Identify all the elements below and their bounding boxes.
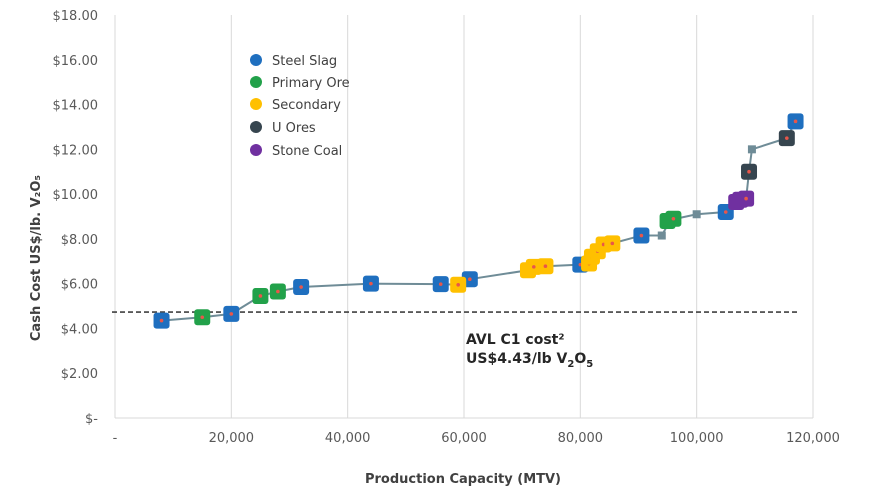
data-point-center-dot bbox=[456, 282, 460, 287]
curve-small-marker bbox=[692, 210, 701, 219]
legend-label-steel-slag: Steel Slag bbox=[272, 54, 337, 69]
data-point-center-dot bbox=[229, 312, 234, 316]
x-axis-ticks: - 20,000 40,000 60,000 80,000 100,000 120,000 bbox=[113, 431, 840, 446]
annotation-sub-2: 5 bbox=[586, 359, 593, 370]
legend: Steel Slag Primary Ore Secondary U Ores … bbox=[250, 54, 350, 159]
legend-marker-secondary bbox=[250, 98, 262, 110]
curve-small-marker bbox=[747, 145, 756, 154]
y-tick-label: $12.00 bbox=[53, 143, 99, 158]
legend-label-primary-ore: Primary Ore bbox=[272, 76, 350, 91]
data-point-center-dot bbox=[258, 294, 263, 298]
x-tick-label: 120,000 bbox=[786, 431, 840, 446]
y-tick-label: $4.00 bbox=[61, 322, 98, 337]
data-point-center-dot bbox=[200, 315, 205, 320]
x-tick-label: 40,000 bbox=[325, 431, 371, 446]
annotation-prefix: US$4.43/lb V bbox=[466, 351, 568, 367]
legend-label-stone-coal: Stone Coal bbox=[272, 144, 342, 159]
data-point-center-dot bbox=[159, 318, 164, 323]
y-axis-ticks: $- $2.00 $4.00 $6.00 $8.00 $10.00 $12.00 $14.00… bbox=[53, 9, 99, 427]
annotation-line-2: US$4.43/lb V2O5 bbox=[466, 351, 593, 370]
legend-marker-stone-coal bbox=[250, 144, 262, 156]
y-tick-label: $16.00 bbox=[53, 54, 99, 69]
data-point-center-dot bbox=[299, 285, 303, 289]
data-point-center-dot bbox=[369, 281, 373, 286]
y-tick-label: $14.00 bbox=[53, 99, 99, 114]
y-axis-title: Cash Cost US$/lb. V₂O₅ bbox=[29, 175, 44, 341]
data-point-center-dot bbox=[532, 265, 536, 269]
data-point-center-dot bbox=[438, 282, 443, 286]
data-point-center-dot bbox=[744, 196, 748, 201]
annotation-line-1: AVL C1 cost² bbox=[466, 332, 564, 348]
y-tick-label: $2.00 bbox=[61, 367, 98, 382]
curve-small-marker bbox=[657, 231, 666, 240]
data-point-center-dot bbox=[793, 119, 798, 124]
data-point-center-dot bbox=[723, 210, 728, 214]
y-tick-label: $6.00 bbox=[61, 278, 98, 293]
legend-marker-primary-ore bbox=[250, 76, 262, 88]
legend-label-u-ores: U Ores bbox=[272, 121, 316, 136]
gridlines bbox=[114, 15, 814, 419]
x-tick-label: - bbox=[113, 431, 118, 446]
x-axis-title: Production Capacity (MTV) bbox=[365, 472, 561, 487]
legend-item-secondary: Secondary bbox=[250, 98, 341, 113]
annotation-mid: O bbox=[574, 351, 586, 367]
y-tick-label: $- bbox=[85, 412, 98, 427]
legend-marker-u-ores bbox=[250, 121, 262, 133]
y-tick-label: $8.00 bbox=[61, 233, 98, 248]
x-tick-label: 20,000 bbox=[209, 431, 255, 446]
legend-item-u-ores: U Ores bbox=[250, 121, 316, 136]
data-points bbox=[153, 113, 804, 329]
y-tick-label: $18.00 bbox=[53, 9, 99, 24]
data-point-center-dot bbox=[610, 241, 615, 246]
legend-marker-steel-slag bbox=[250, 54, 262, 66]
x-tick-label: 100,000 bbox=[670, 431, 724, 446]
data-point-center-dot bbox=[543, 264, 548, 269]
x-tick-label: 80,000 bbox=[558, 431, 604, 446]
data-point-center-dot bbox=[785, 136, 789, 140]
data-point-center-dot bbox=[468, 277, 472, 281]
x-tick-label: 60,000 bbox=[441, 431, 487, 446]
y-tick-label: $10.00 bbox=[53, 188, 99, 203]
data-point-center-dot bbox=[747, 169, 751, 174]
data-point-center-dot bbox=[276, 289, 280, 294]
data-point-center-dot bbox=[639, 233, 644, 238]
legend-item-primary-ore: Primary Ore bbox=[250, 76, 350, 91]
legend-item-steel-slag: Steel Slag bbox=[250, 54, 337, 69]
annotation-sub-1: 2 bbox=[567, 359, 574, 370]
curve-small-markers bbox=[657, 145, 756, 240]
data-point-center-dot bbox=[671, 216, 676, 221]
legend-item-stone-coal: Stone Coal bbox=[250, 144, 342, 159]
legend-label-secondary: Secondary bbox=[272, 98, 341, 113]
